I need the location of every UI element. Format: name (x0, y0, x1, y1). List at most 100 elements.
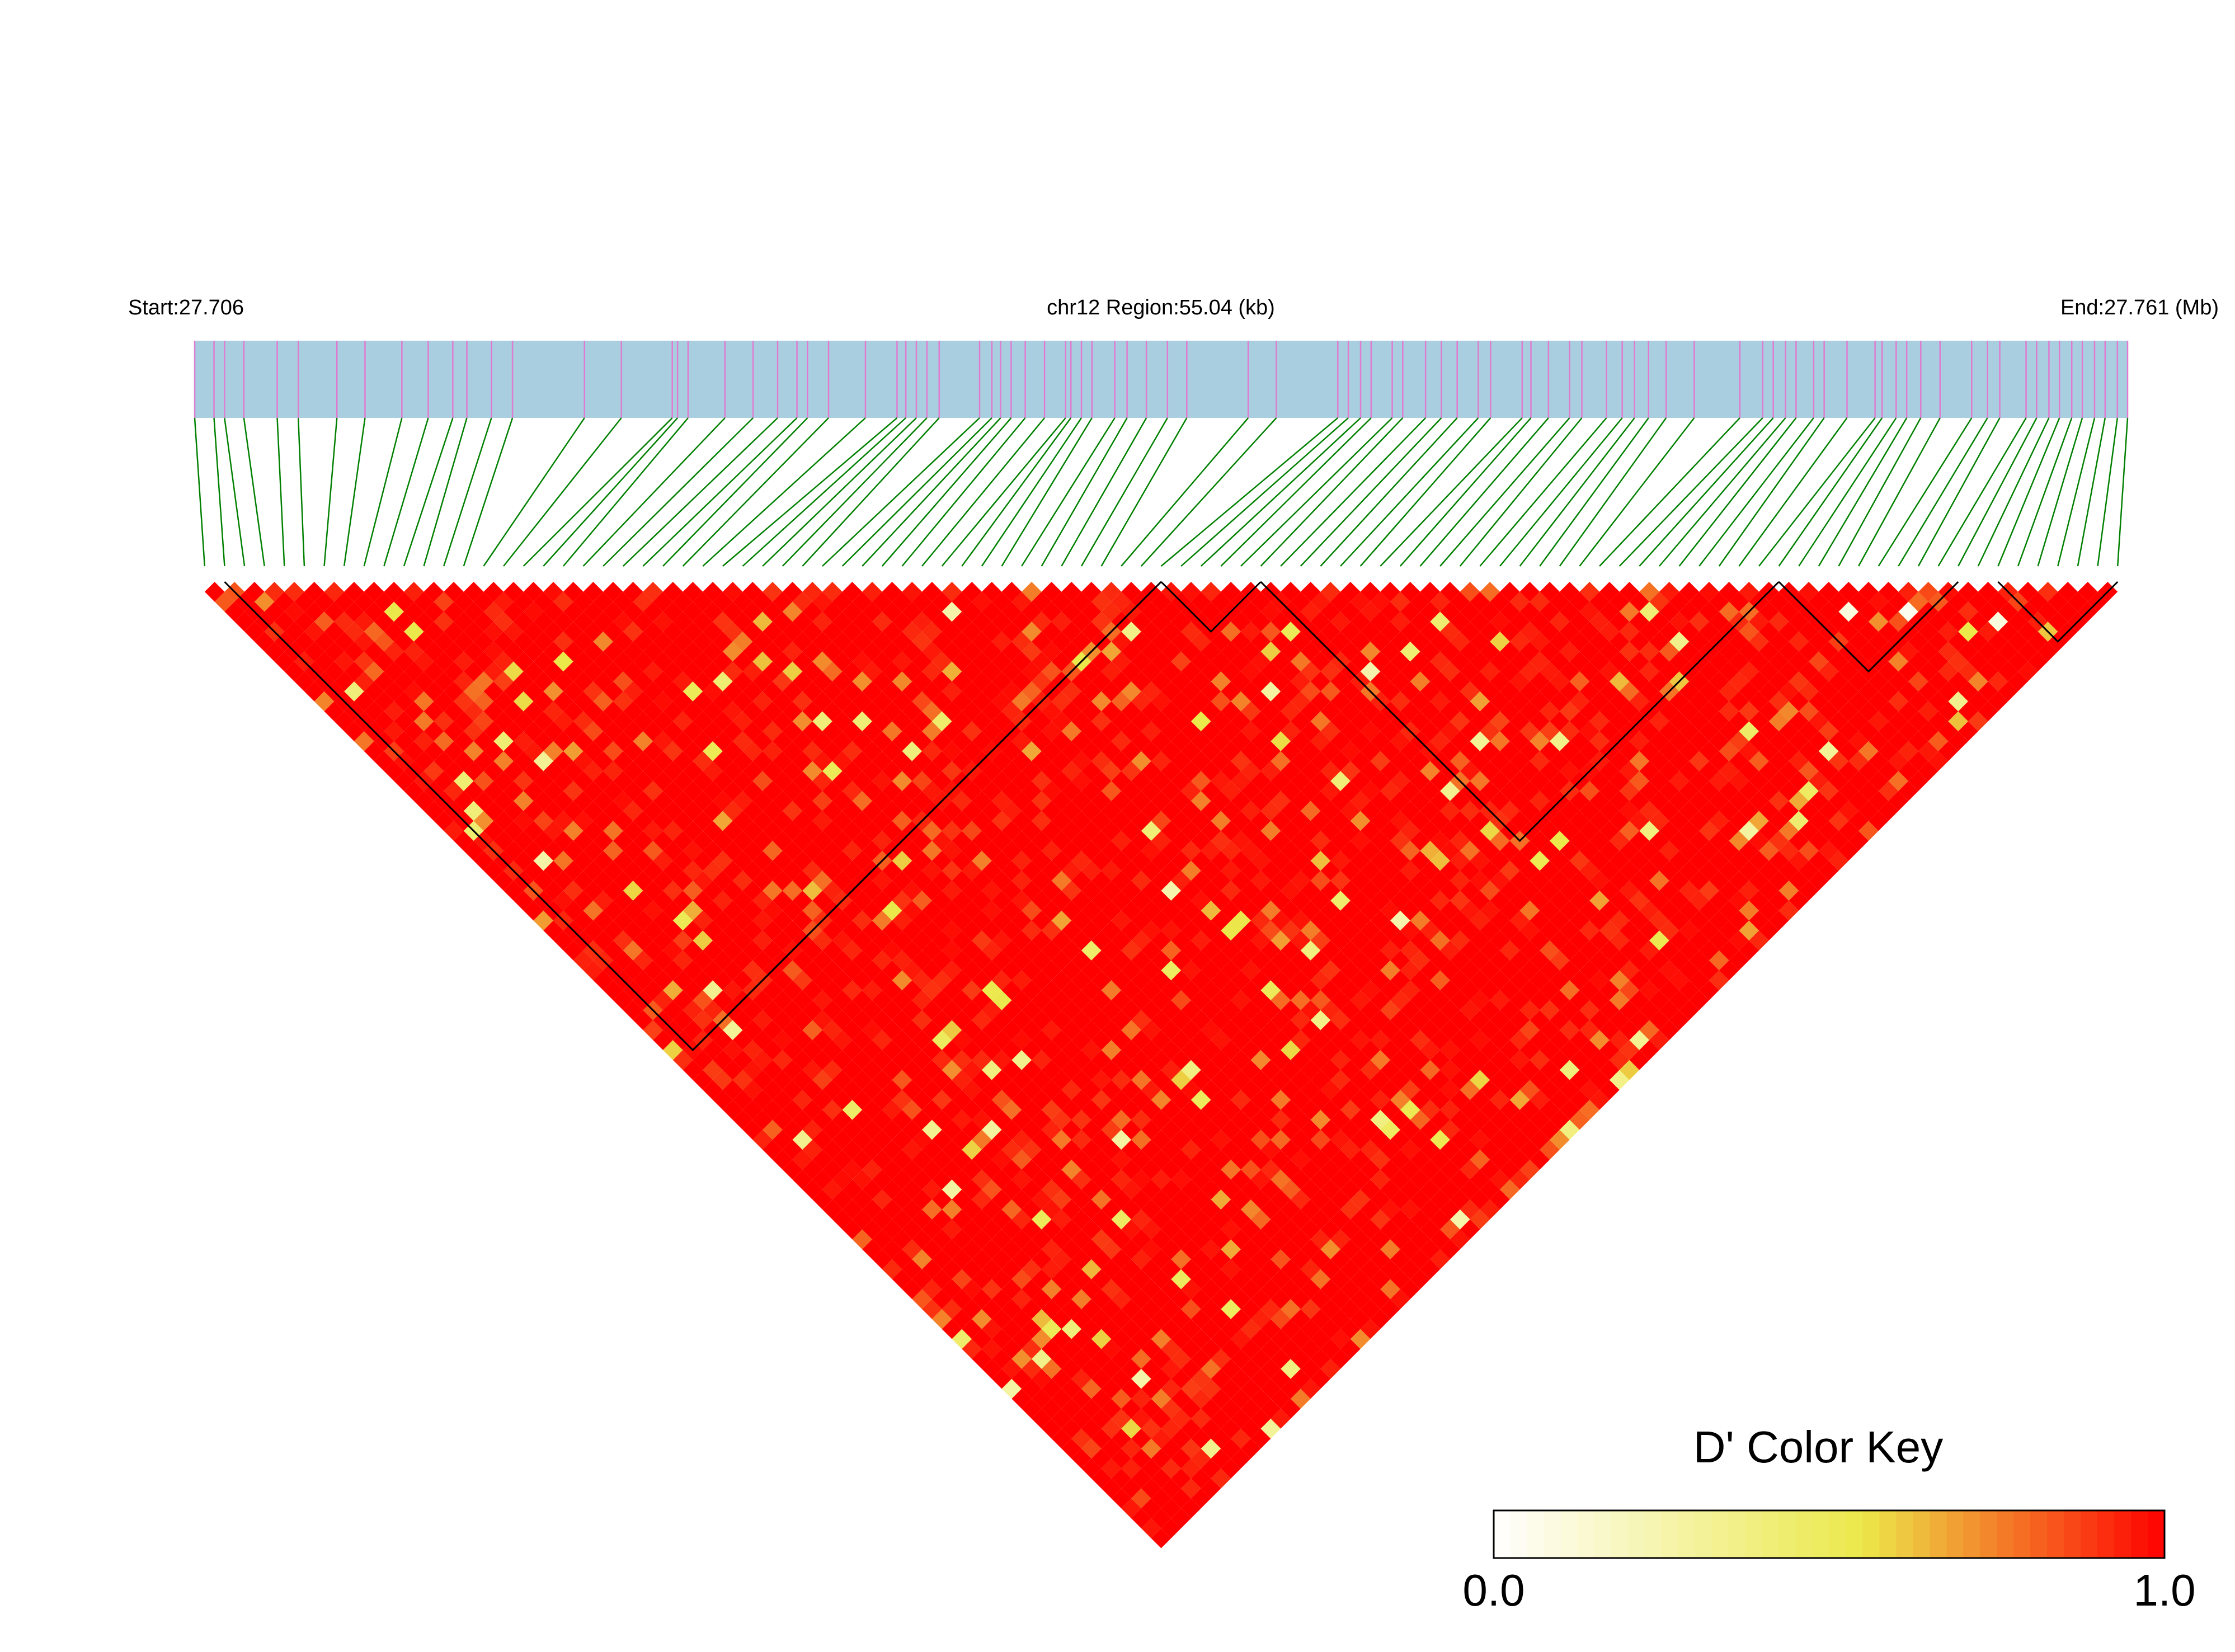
ld-cell (802, 701, 822, 722)
ld-cell (1260, 701, 1281, 722)
ld-cell (1360, 1119, 1381, 1140)
ld-cell (473, 591, 494, 612)
ld-cell (1350, 1249, 1371, 1269)
ld-cell (304, 681, 324, 702)
ld-cell (1918, 582, 1938, 602)
ld-cell (1221, 1239, 1241, 1260)
ld-cell (862, 582, 882, 602)
ld-cell (1908, 632, 1928, 652)
snp-connector (1260, 417, 1404, 567)
ld-cell (1599, 661, 1620, 682)
ld-cell (1589, 771, 1610, 791)
ld-cell (1500, 860, 1520, 881)
ld-cell (1639, 960, 1659, 981)
ld-cell (1958, 721, 1978, 741)
ld-cell (1161, 1299, 1182, 1319)
ld-cell (543, 761, 563, 782)
ld-cell (653, 651, 673, 672)
ld-cell (1330, 1010, 1351, 1030)
ld-cell (1470, 751, 1490, 771)
ld-cell (1709, 651, 1729, 672)
ld-cell (802, 781, 822, 801)
ld-cell (1540, 681, 1560, 702)
ld-cell (1330, 632, 1351, 652)
ld-cell (1380, 1199, 1400, 1220)
ld-cell (1141, 1418, 1161, 1439)
ld-cell (573, 831, 594, 851)
ld-cell (1111, 1030, 1132, 1051)
ld-cell (1440, 1100, 1460, 1120)
ld-cell (1211, 870, 1231, 891)
ld-cell (1420, 1100, 1441, 1120)
ld-cell (832, 870, 853, 891)
ld-cell (1519, 661, 1540, 682)
ld-cell (454, 691, 474, 712)
ld-cell (1151, 1508, 1171, 1528)
ld-cell (1948, 691, 1969, 712)
ld-cell (1260, 1119, 1281, 1140)
color-key-step (1862, 1510, 1880, 1558)
snp-connector (562, 417, 689, 567)
ld-cell (1340, 721, 1361, 741)
ld-cell (1181, 920, 1201, 941)
ld-cell (1380, 721, 1400, 741)
ld-cell (1380, 1119, 1400, 1140)
ld-cell (882, 1179, 902, 1200)
ld-cell (1380, 1159, 1400, 1180)
ld-cell (1490, 1010, 1510, 1030)
ld-cell (1231, 1030, 1251, 1051)
ld-cell (1390, 1129, 1410, 1150)
ld-cell (1709, 691, 1729, 712)
ld-cell (1141, 1080, 1161, 1100)
snp-connector (1678, 417, 1797, 567)
ld-cell (1151, 1189, 1171, 1209)
ld-cell (1550, 771, 1570, 791)
ld-cell (1211, 1129, 1231, 1150)
snp-connector (323, 417, 338, 567)
ld-cell (1739, 821, 1759, 841)
ld-cell (1878, 701, 1899, 722)
ld-cell (1948, 651, 1969, 672)
ld-cell (1001, 801, 1022, 821)
ld-cell (1540, 741, 1560, 761)
ld-cell (1151, 1070, 1171, 1090)
ld-cell (1599, 900, 1620, 921)
ld-cell (1201, 821, 1221, 841)
ld-cell (1699, 881, 1719, 901)
ld-cell (1699, 960, 1719, 981)
snp-connector (1140, 417, 1277, 567)
ld-cell (1749, 751, 1769, 771)
ld-cell (1589, 711, 1610, 732)
ld-cell (1111, 1209, 1132, 1230)
ld-cell (234, 611, 255, 632)
ld-cell (1649, 930, 1669, 950)
ld-cell (1768, 711, 1789, 732)
ld-cell (444, 641, 464, 662)
ld-cell (1450, 1129, 1470, 1150)
ld-cell (1410, 771, 1431, 791)
ld-cell (1509, 711, 1530, 732)
ld-cell (752, 850, 773, 871)
ld-cell (1709, 591, 1729, 612)
ld-cell (752, 1050, 773, 1070)
ld-cell (1041, 1239, 1062, 1260)
ld-cell (304, 582, 324, 602)
ld-cell (1818, 721, 1839, 741)
ld-cell (1330, 930, 1351, 950)
ld-cell (972, 1289, 992, 1310)
ld-cell (672, 751, 693, 771)
ld-cell (1759, 860, 1779, 881)
ld-cell (752, 990, 773, 1010)
ld-cell (852, 850, 873, 871)
ld-cell (1161, 622, 1182, 642)
ld-cell (1470, 731, 1490, 751)
ld-cell (952, 632, 972, 652)
ld-cell (852, 970, 873, 991)
ld-cell (1968, 632, 1988, 652)
ld-cell (1550, 1010, 1570, 1030)
ld-cell (1599, 1060, 1620, 1080)
ld-cell (772, 751, 793, 771)
ld-cell (1330, 1030, 1351, 1051)
ld-cell (1141, 1219, 1161, 1240)
ld-cell (403, 582, 424, 602)
